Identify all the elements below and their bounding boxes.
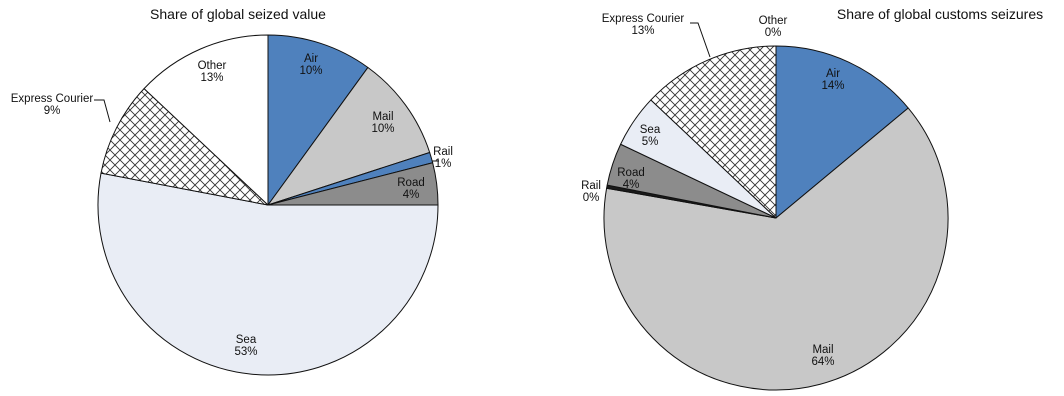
pie-slice-air bbox=[267, 34, 369, 206]
slice-value-rail: 0% bbox=[583, 192, 600, 204]
chart-title: Share of global customs seizures bbox=[837, 6, 1043, 22]
slice-value-sea: 53% bbox=[234, 346, 257, 358]
slice-value-road: 4% bbox=[403, 189, 420, 201]
slice-value-rail: 1% bbox=[435, 158, 452, 170]
slice-label-mail: Mail bbox=[372, 111, 393, 123]
slice-label-road: Road bbox=[397, 177, 425, 189]
pie-slice-mail bbox=[603, 107, 949, 391]
slice-label-road: Road bbox=[617, 167, 645, 179]
slice-label-sea: Sea bbox=[640, 124, 661, 136]
slice-label-air: Air bbox=[304, 53, 318, 65]
slice-value-express-courier: 13% bbox=[631, 25, 654, 37]
slice-label-express-courier: Express Courier bbox=[602, 13, 685, 25]
slice-value-air: 14% bbox=[821, 80, 844, 92]
pie-slice-other bbox=[143, 34, 269, 206]
slice-value-other: 13% bbox=[200, 72, 223, 84]
slice-label-other: Other bbox=[198, 60, 227, 72]
pie-slice-express-courier bbox=[650, 45, 777, 219]
slice-label-rail: Rail bbox=[433, 146, 453, 158]
pie-slice-sea bbox=[97, 172, 439, 376]
slice-value-mail: 64% bbox=[811, 356, 834, 368]
slice-value-air: 10% bbox=[299, 65, 322, 77]
chart-title: Share of global seized value bbox=[150, 6, 326, 22]
slice-value-mail: 10% bbox=[371, 123, 394, 135]
pie-slice-mail bbox=[267, 66, 431, 206]
slice-value-road: 4% bbox=[623, 179, 640, 191]
pie-slice-express-courier bbox=[100, 88, 269, 206]
pie-chart-seized-value: Share of global seized value Air10%Mail1… bbox=[11, 6, 453, 376]
slice-value-sea: 5% bbox=[642, 136, 659, 148]
slice-label-mail: Mail bbox=[812, 344, 833, 356]
leader-line-express-courier bbox=[94, 99, 111, 123]
slice-label-other: Other bbox=[759, 15, 788, 27]
slice-label-air: Air bbox=[826, 68, 840, 80]
slice-label-rail: Rail bbox=[581, 180, 601, 192]
slice-value-express-courier: 9% bbox=[44, 105, 61, 117]
slice-label-sea: Sea bbox=[236, 334, 257, 346]
leader-line-express-courier bbox=[690, 22, 711, 58]
slice-label-express-courier: Express Courier bbox=[11, 93, 94, 105]
slice-value-other: 0% bbox=[765, 27, 782, 39]
pie-slice-air bbox=[775, 45, 909, 219]
